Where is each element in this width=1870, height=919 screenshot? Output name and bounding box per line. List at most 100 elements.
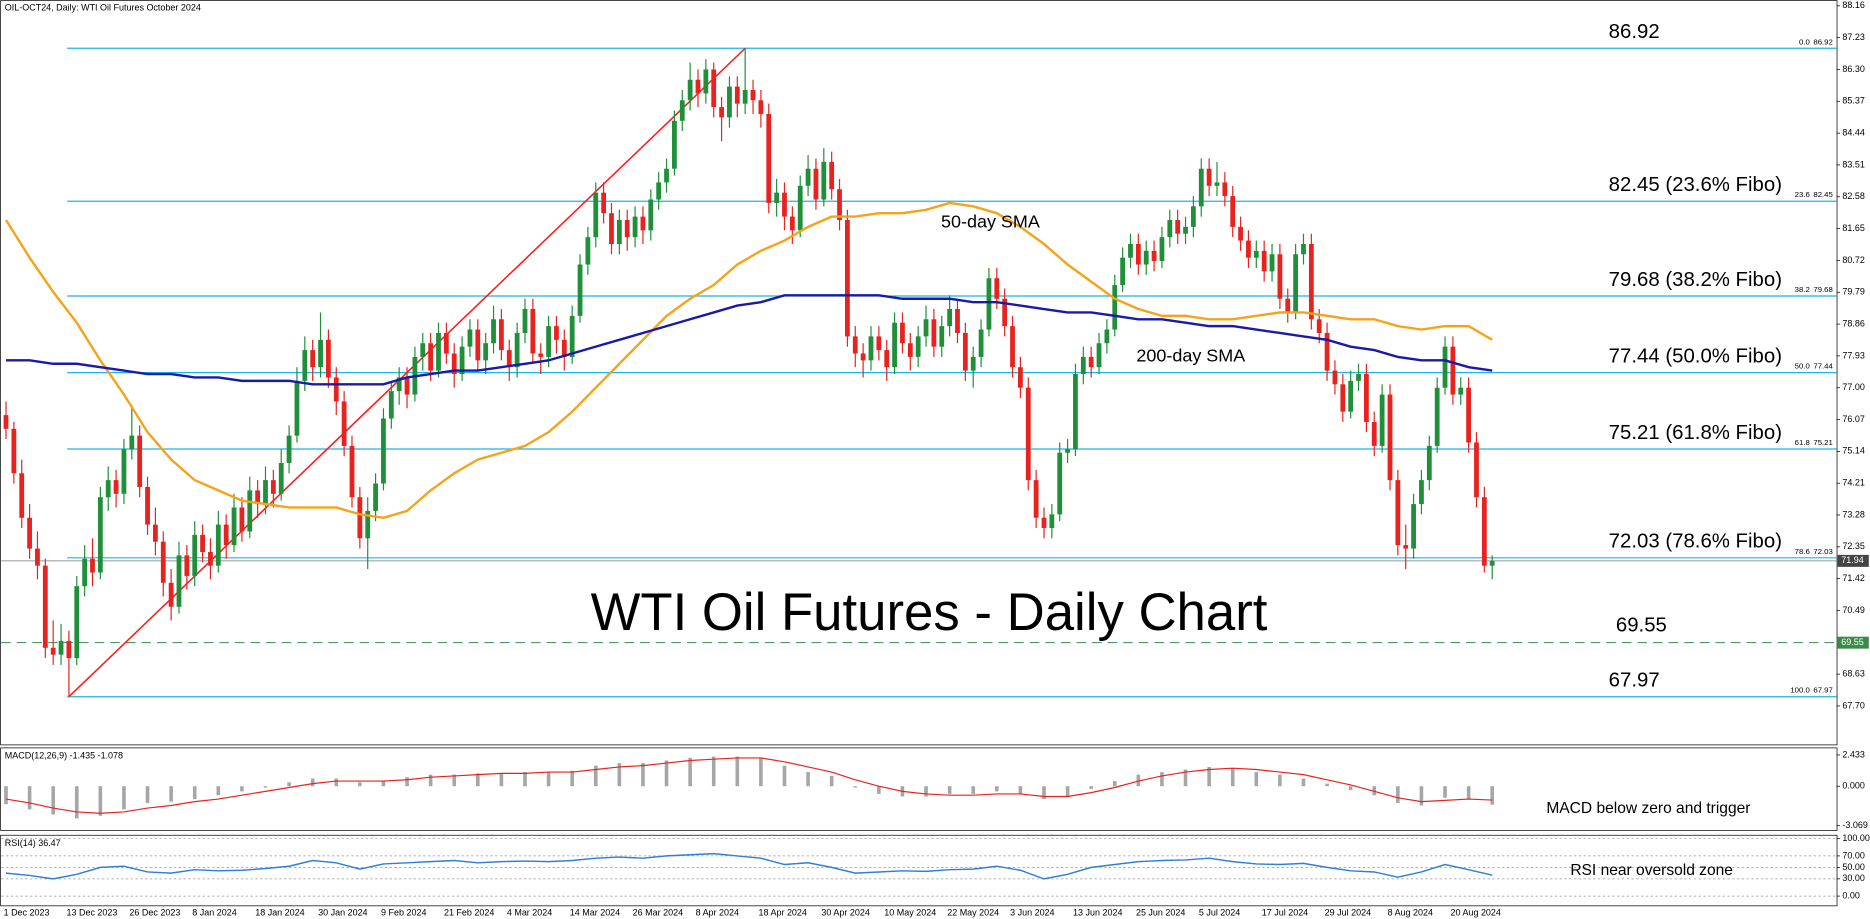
candle-body (239, 507, 245, 532)
fib-tag: 0.0 86.92 (1799, 37, 1833, 46)
candle-body (270, 480, 276, 494)
candle-body (278, 463, 284, 494)
y-tick-label: 75.14 (1842, 446, 1864, 456)
candle-body (1301, 243, 1306, 255)
x-tick-label: 13 Dec 2023 (67, 907, 118, 917)
candle-body (789, 216, 795, 231)
candle-body (1434, 387, 1440, 446)
macd-bar (829, 775, 834, 787)
candle-body (168, 582, 174, 607)
candle-body (294, 380, 300, 436)
x-tick-label: 14 Mar 2024 (570, 907, 620, 917)
sma200-label: 200-day SMA (1136, 345, 1245, 365)
candle-body (35, 548, 40, 566)
x-tick-label: 1 Dec 2023 (4, 907, 50, 917)
y-tick-label: 70.00 (1842, 850, 1864, 860)
candle-body (1017, 367, 1023, 388)
candle-body (3, 415, 9, 429)
candle-body (1033, 480, 1039, 518)
candle-body (1442, 346, 1448, 388)
y-tick-label: 0.00 (1842, 890, 1859, 900)
macd-bar (1443, 786, 1447, 798)
candle-body (1088, 356, 1094, 368)
candle-body (357, 497, 363, 539)
candle-body (1002, 298, 1008, 327)
candle-body (711, 69, 717, 108)
macd-bar (995, 786, 999, 792)
fib-ratio: 23.6 (1795, 190, 1810, 199)
support-tag (1837, 636, 1869, 649)
candle-body (1096, 343, 1102, 368)
candle-body (561, 339, 567, 357)
candle-body (310, 350, 316, 368)
candle-body (892, 322, 897, 368)
macd-bar (216, 786, 221, 796)
candle-body (514, 332, 520, 368)
macd-bar (971, 786, 976, 794)
candle-body (805, 168, 811, 186)
candle-body (1230, 196, 1236, 227)
candle-body (1222, 182, 1228, 197)
candle-body (436, 332, 441, 371)
candle-body (153, 524, 158, 542)
candle-body (113, 480, 119, 494)
candle-body (907, 343, 913, 357)
candle-body (137, 435, 143, 487)
fib-value: 79.68 (1813, 285, 1832, 294)
macd-bar (711, 756, 716, 787)
macd-panel (0, 747, 1838, 831)
candle-body (664, 168, 669, 183)
macd-bar (877, 786, 881, 794)
y-tick-label: 86.30 (1842, 64, 1864, 74)
candle-body (1151, 250, 1157, 262)
macd-bar (1490, 786, 1495, 805)
y-tick-label: 76.07 (1842, 414, 1864, 424)
candle-body (900, 322, 905, 344)
candle-body (1332, 370, 1338, 385)
macd-bar (405, 777, 409, 787)
macd-bar (924, 786, 928, 797)
macd-bar (452, 774, 457, 787)
macd-bar (1136, 774, 1141, 787)
candle-body (499, 319, 504, 351)
candle-body (1419, 480, 1424, 505)
candle-body (121, 449, 127, 494)
background-layer (1, 5, 1841, 897)
macd-bar (1419, 786, 1424, 806)
candle-body (1214, 182, 1220, 186)
macd-bar (641, 763, 645, 787)
candle-body (475, 329, 481, 361)
x-tick-label: 5 Jul 2024 (1199, 907, 1240, 917)
candle-body (208, 551, 213, 566)
candle-body (1104, 329, 1110, 344)
y-tick-label: 85.37 (1842, 96, 1864, 106)
candle-body (1411, 504, 1416, 549)
fib-value: 67.97 (1813, 686, 1832, 695)
candle-body (263, 480, 268, 505)
candle-body (1183, 226, 1188, 234)
candle-body (1426, 445, 1432, 481)
fib-ratio: 38.2 (1795, 285, 1810, 294)
macd-bar (1254, 772, 1259, 787)
fib-ratio: 78.6 (1795, 547, 1810, 556)
candle-body (90, 558, 95, 573)
fib-value: 77.44 (1813, 362, 1833, 371)
macd-bar (428, 774, 433, 787)
candle-body (1198, 168, 1204, 207)
x-tick-label: 25 Jun 2024 (1136, 907, 1185, 917)
candle-body (349, 445, 355, 498)
macd-bar (334, 778, 339, 787)
macd-bar (570, 770, 574, 787)
macd-bar (759, 757, 763, 787)
y-tick-label: 88.16 (1842, 0, 1864, 10)
candle-body (1277, 254, 1283, 299)
x-tick-label: 18 Jan 2024 (255, 907, 304, 917)
candle-body (1128, 243, 1133, 258)
macd-bar (1065, 786, 1070, 797)
macd-bar (476, 773, 480, 787)
candle-body (624, 220, 630, 238)
macd-bar (98, 786, 103, 816)
overlay-layer: 88.16 87.23 86.30 85.37 84.44 83.51 82.58 81.65… (4, 0, 1870, 917)
candle-body (994, 278, 1000, 299)
